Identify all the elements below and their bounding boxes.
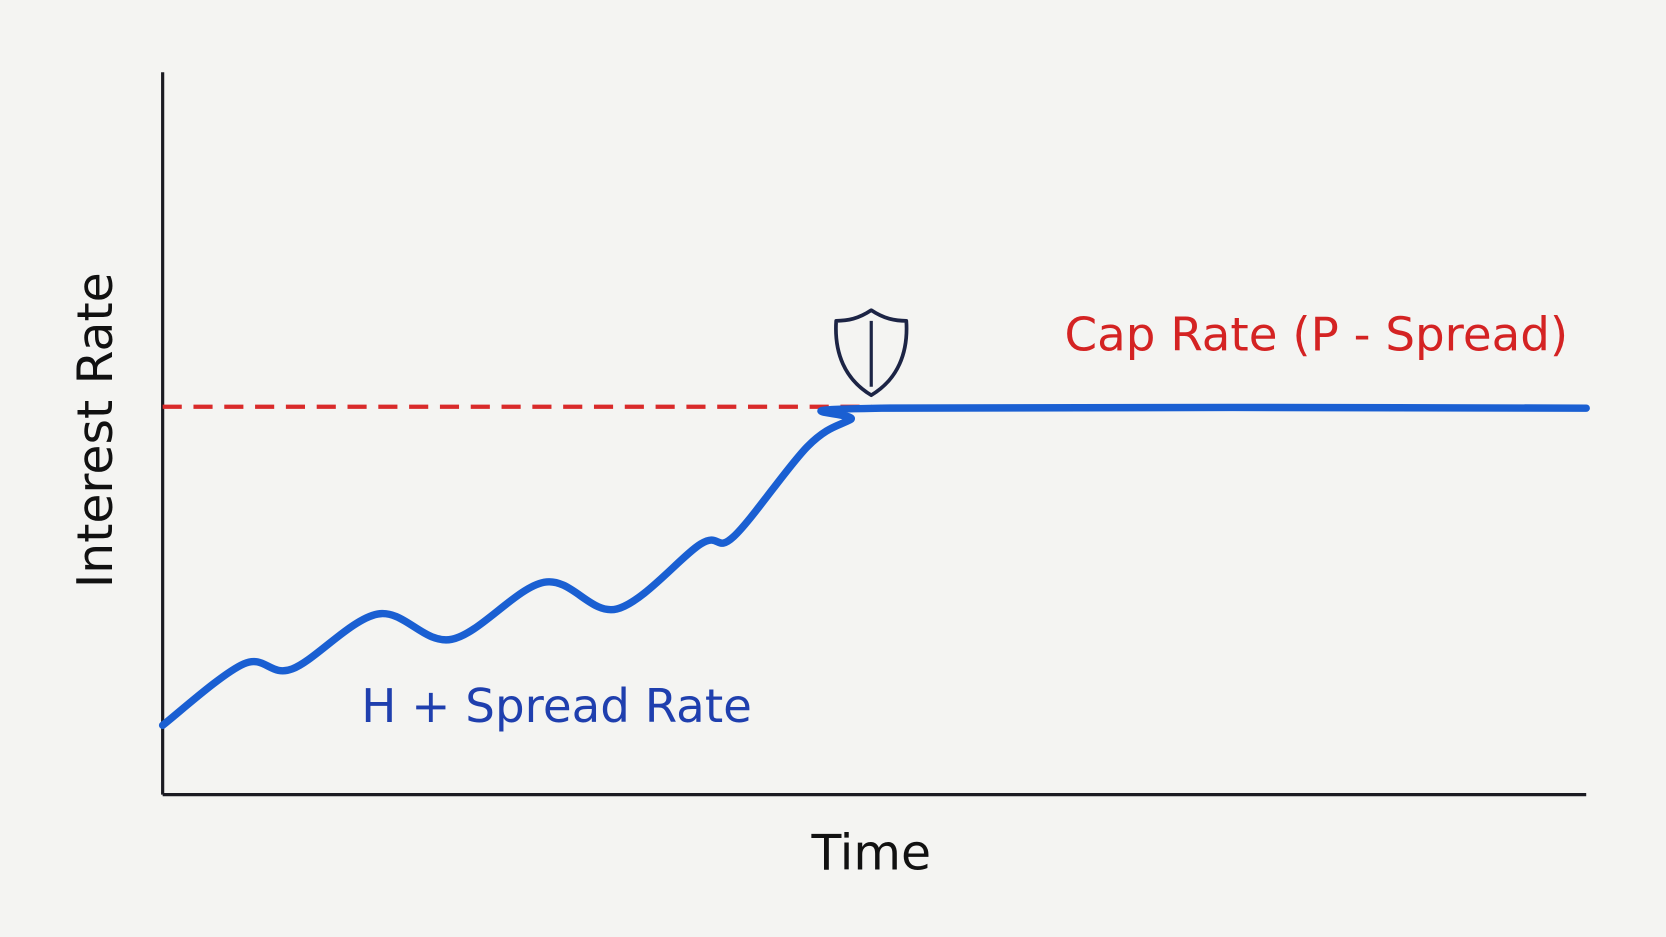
series-line — [158, 403, 1590, 730]
x-axis-label: Time — [810, 824, 931, 881]
series-label: Cap Rate (P - Spread) — [1065, 308, 1569, 362]
shield-icon — [834, 308, 909, 398]
series-label: H + Spread Rate — [361, 680, 752, 734]
plot-area — [158, 403, 1590, 730]
y-axis-label: Interest Rate — [67, 272, 124, 588]
